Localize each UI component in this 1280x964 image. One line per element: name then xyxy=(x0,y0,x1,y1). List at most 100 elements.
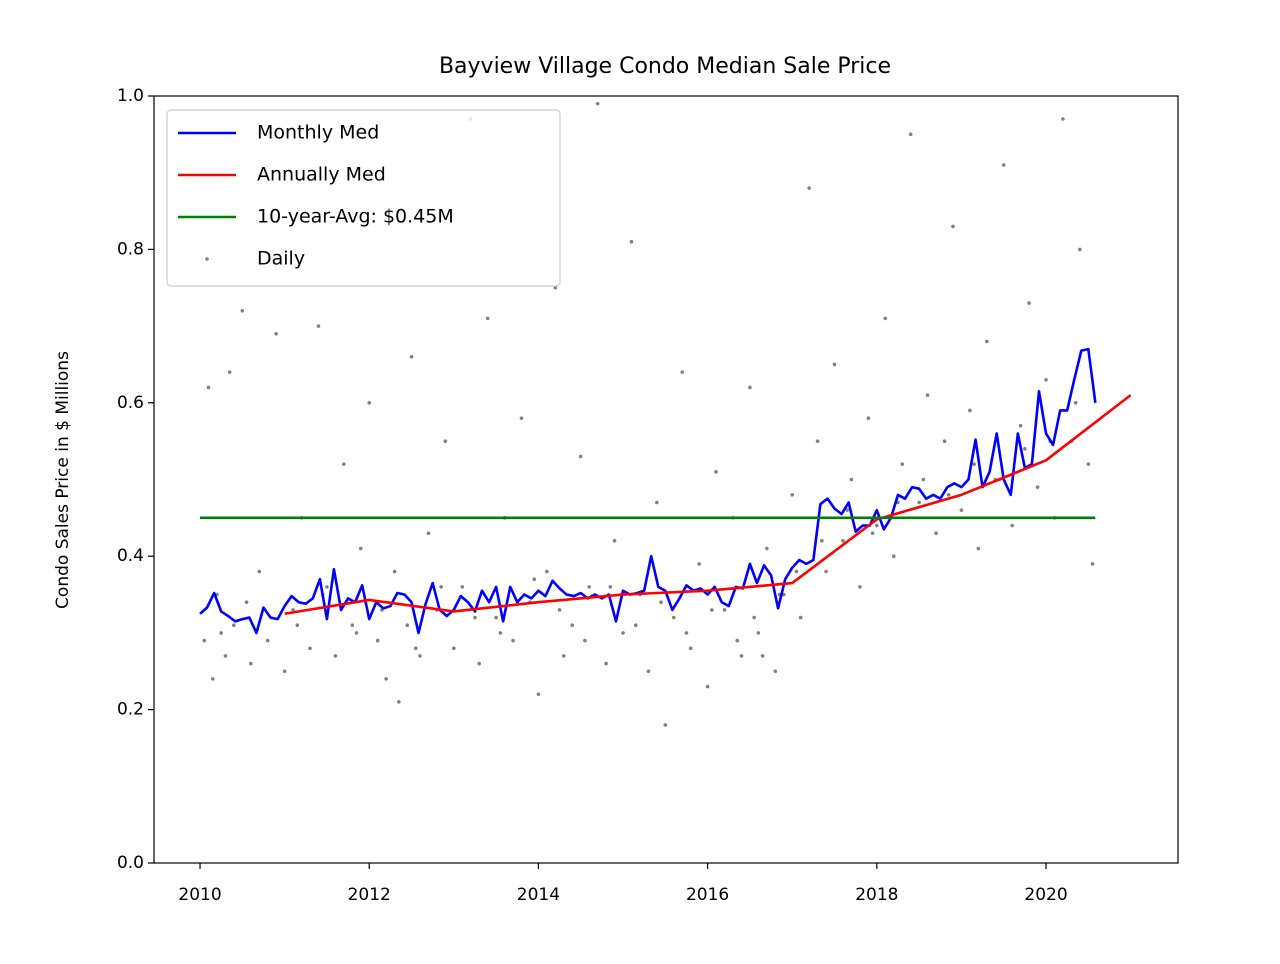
daily-point xyxy=(1073,401,1078,405)
plot-frame xyxy=(153,95,1179,864)
daily-point xyxy=(739,654,744,658)
daily-point xyxy=(282,669,287,674)
daily-point xyxy=(866,416,871,420)
daily-point xyxy=(934,531,938,535)
daily-point xyxy=(477,661,482,666)
daily-point xyxy=(1090,562,1095,566)
daily-point xyxy=(316,324,321,328)
daily-point xyxy=(870,531,875,535)
daily-point xyxy=(494,615,498,620)
daily-point xyxy=(891,554,896,558)
daily-point xyxy=(240,308,245,313)
daily-point xyxy=(621,631,625,635)
daily-point xyxy=(735,638,740,643)
daily-point xyxy=(578,454,583,459)
daily-point xyxy=(849,477,854,482)
daily-point xyxy=(397,700,401,704)
daily-point xyxy=(773,669,778,674)
daily-point xyxy=(473,615,477,620)
daily-point xyxy=(604,661,608,666)
chart-title: Bayview Village Condo Median Sale Price xyxy=(439,54,891,79)
daily-point xyxy=(946,493,951,497)
daily-point xyxy=(663,723,668,727)
daily-point xyxy=(223,654,228,658)
daily-point xyxy=(832,362,837,367)
daily-point xyxy=(443,439,448,443)
daily-point xyxy=(794,569,799,574)
y-tick-label: 1.0 xyxy=(117,86,144,106)
daily-point xyxy=(1061,117,1065,121)
daily-point xyxy=(1044,377,1048,382)
daily-point xyxy=(295,623,300,628)
daily-point xyxy=(756,631,761,635)
y-axis-label: Condo Sales Price in $ Millions xyxy=(53,351,73,609)
daily-point xyxy=(684,631,689,635)
daily-point xyxy=(883,316,888,321)
daily-point xyxy=(342,462,346,466)
x-tick-label: 2010 xyxy=(178,885,221,905)
daily-point xyxy=(354,631,359,635)
daily-point xyxy=(824,569,828,574)
daily-point xyxy=(350,623,355,628)
daily-point xyxy=(392,569,397,574)
daily-point xyxy=(671,615,676,620)
daily-point xyxy=(202,638,207,643)
daily-point xyxy=(333,654,338,658)
daily-point xyxy=(375,638,380,643)
daily-point xyxy=(820,539,824,543)
daily-point xyxy=(232,623,236,628)
daily-point xyxy=(384,677,388,681)
daily-point xyxy=(748,385,752,390)
daily-point xyxy=(219,631,223,635)
daily-point xyxy=(705,684,710,689)
daily-point xyxy=(1035,485,1040,489)
daily-point xyxy=(629,239,634,244)
daily-point xyxy=(1078,247,1082,252)
x-tick-label: 2018 xyxy=(855,885,898,905)
legend-label: Daily xyxy=(257,248,305,270)
y-tick-label: 0.8 xyxy=(117,239,144,259)
daily-point xyxy=(227,370,232,374)
daily-point xyxy=(545,569,549,574)
daily-point xyxy=(714,470,718,474)
series-line xyxy=(199,347,1097,635)
daily-point xyxy=(1023,447,1027,451)
daily-point xyxy=(925,393,930,397)
daily-point xyxy=(875,523,879,528)
daily-point xyxy=(815,439,820,443)
daily-point xyxy=(790,493,795,497)
daily-point xyxy=(942,439,947,443)
daily-point xyxy=(1086,462,1091,466)
daily-point xyxy=(951,224,955,229)
daily-point xyxy=(257,569,262,574)
legend-label: 10-year-Avg: $0.45M xyxy=(257,206,454,228)
daily-point xyxy=(908,132,913,137)
daily-point xyxy=(308,646,312,651)
daily-point xyxy=(405,623,410,628)
daily-point xyxy=(972,462,976,466)
daily-point xyxy=(536,692,541,697)
daily-point xyxy=(498,631,503,635)
daily-point xyxy=(418,654,422,658)
daily-point xyxy=(570,623,575,628)
daily-point xyxy=(1027,301,1031,305)
daily-point xyxy=(900,462,905,466)
daily-point xyxy=(583,638,587,643)
daily-point xyxy=(485,316,490,321)
daily-point xyxy=(291,608,295,612)
daily-point xyxy=(659,600,663,605)
x-tick-label: 2020 xyxy=(1024,885,1067,905)
daily-point xyxy=(976,546,981,551)
daily-point xyxy=(553,285,558,290)
daily-point xyxy=(358,546,363,551)
x-tick-label: 2014 xyxy=(517,885,560,905)
daily-point xyxy=(325,585,329,589)
daily-point xyxy=(722,608,727,612)
legend-box xyxy=(166,109,561,287)
daily-point xyxy=(557,608,562,612)
daily-point xyxy=(1001,163,1006,167)
daily-point xyxy=(519,416,524,420)
daily-point xyxy=(765,546,769,551)
